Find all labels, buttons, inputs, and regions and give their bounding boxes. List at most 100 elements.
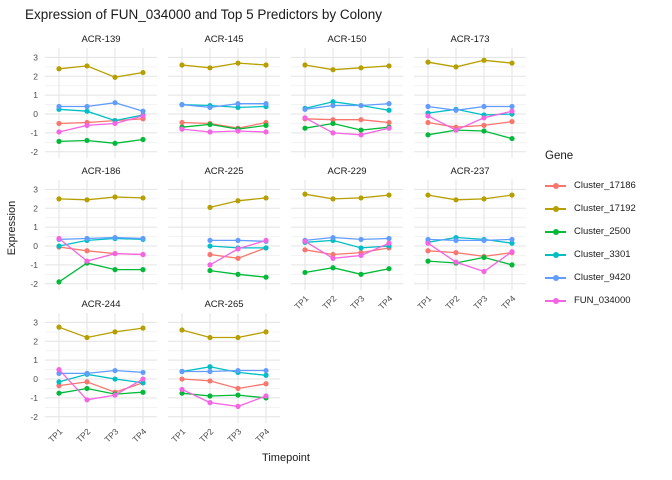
- data-point-Cluster_9420: [302, 106, 308, 112]
- x-tick-label: TP1: [169, 426, 187, 444]
- series-line-Cluster_9420: [304, 103, 390, 110]
- data-point-Cluster_17192: [140, 325, 146, 331]
- data-point-Cluster_17192: [302, 62, 308, 68]
- data-point-Cluster_17192: [481, 57, 487, 63]
- data-point-FUN_034000: [84, 397, 90, 403]
- data-point-Cluster_2500: [330, 265, 336, 271]
- x-tick-label: TP2: [74, 426, 92, 444]
- data-point-Cluster_2500: [481, 128, 487, 134]
- facet-ACR-229: ACR-229 TP1 TP2 TP3 TP4: [291, 166, 403, 311]
- data-point-Cluster_2500: [207, 393, 213, 399]
- data-point-Cluster_2500: [358, 271, 364, 277]
- series-line-Cluster_17192: [304, 193, 390, 200]
- y-tick-label: 2: [33, 71, 38, 81]
- data-point-FUN_034000: [509, 108, 515, 114]
- y-tick-label: 2: [33, 203, 38, 213]
- facet-title: ACR-229: [327, 166, 366, 177]
- data-point-Cluster_17186: [207, 378, 213, 384]
- data-point-Cluster_17192: [56, 66, 62, 72]
- y-tick-label: 3: [33, 184, 38, 194]
- series-line-Cluster_2500: [181, 392, 267, 399]
- series-line-FUN_034000: [58, 237, 144, 262]
- data-point-Cluster_9420: [140, 235, 146, 242]
- series-line-Cluster_3301: [181, 366, 267, 376]
- data-point-FUN_034000: [263, 129, 269, 135]
- data-point-Cluster_2500: [509, 135, 515, 142]
- data-point-Cluster_17192: [425, 59, 431, 65]
- data-point-FUN_034000: [56, 129, 62, 135]
- data-point-FUN_034000: [358, 252, 364, 259]
- data-point-FUN_034000: [112, 392, 118, 398]
- data-point-Cluster_2500: [140, 136, 146, 143]
- y-tick-label: 0: [33, 109, 38, 119]
- data-point-Cluster_9420: [453, 107, 459, 113]
- data-point-Cluster_17192: [263, 195, 269, 201]
- data-point-FUN_034000: [358, 132, 364, 138]
- data-point-FUN_034000: [509, 249, 515, 255]
- data-point-Cluster_17186: [179, 119, 185, 126]
- data-point-FUN_034000: [481, 115, 487, 121]
- data-point-Cluster_2500: [263, 122, 269, 128]
- y-tick-label: -2: [30, 279, 38, 289]
- data-point-Cluster_9420: [84, 235, 90, 242]
- data-point-Cluster_17186: [207, 251, 213, 258]
- series-line-Cluster_9420: [304, 236, 390, 242]
- data-point-Cluster_2500: [235, 392, 241, 398]
- facet-ACR-145: ACR-145: [168, 34, 280, 158]
- data-point-Cluster_17186: [302, 247, 308, 253]
- data-point-Cluster_9420: [509, 103, 515, 110]
- legend-label: FUN_034000: [574, 295, 631, 306]
- data-point-Cluster_17186: [358, 117, 364, 123]
- series-line-Cluster_3301: [304, 101, 390, 111]
- x-axis-title: Timepoint: [262, 452, 310, 464]
- y-tick-label: 3: [33, 52, 38, 62]
- facet-title: ACR-265: [204, 299, 243, 310]
- facet-ACR-186: ACR-186 3 2 1 0 -1 -2: [30, 166, 157, 290]
- y-tick-label: 1: [33, 222, 38, 232]
- data-point-Cluster_17192: [140, 69, 146, 76]
- data-point-Cluster_17186: [84, 379, 90, 385]
- data-point-Cluster_9420: [112, 367, 118, 374]
- data-point-FUN_034000: [235, 403, 241, 409]
- data-point-Cluster_17186: [84, 248, 90, 254]
- data-point-Cluster_17186: [330, 251, 336, 258]
- facet-ACR-150: ACR-150: [291, 34, 403, 158]
- data-point-Cluster_9420: [425, 103, 431, 110]
- data-point-Cluster_17192: [112, 329, 118, 335]
- series-line-FUN_034000: [304, 240, 390, 259]
- data-point-FUN_034000: [140, 376, 146, 382]
- data-point-Cluster_17192: [330, 67, 336, 73]
- data-point-Cluster_9420: [84, 103, 90, 110]
- data-point-Cluster_3301: [207, 243, 213, 249]
- data-point-FUN_034000: [453, 127, 459, 133]
- series-line-Cluster_3301: [58, 108, 144, 122]
- data-point-Cluster_9420: [56, 103, 62, 110]
- data-point-Cluster_17186: [235, 255, 241, 261]
- legend-label: Cluster_17192: [574, 203, 636, 214]
- data-point-Cluster_2500: [140, 267, 146, 273]
- legend-label: Cluster_9420: [574, 272, 631, 283]
- series-line-Cluster_3301: [304, 239, 390, 249]
- series-line-Cluster_17186: [304, 118, 390, 124]
- data-point-FUN_034000: [263, 237, 269, 243]
- y-tick-label: -2: [30, 147, 38, 157]
- data-point-Cluster_17192: [453, 64, 459, 70]
- y-tick-label: -1: [30, 128, 38, 138]
- series-line-Cluster_9420: [427, 105, 512, 111]
- data-point-FUN_034000: [425, 240, 431, 246]
- series-line-Cluster_2500: [304, 267, 390, 275]
- data-point-Cluster_17192: [112, 194, 118, 200]
- facet-title: ACR-244: [81, 299, 120, 310]
- data-point-Cluster_17192: [302, 191, 308, 197]
- facet-ACR-237: ACR-237 TP1 TP2 TP3 TP4: [414, 166, 526, 311]
- facet-ACR-139: ACR-139 3 2 1 0 -1 -2: [30, 34, 157, 158]
- data-point-Cluster_9420: [330, 102, 336, 109]
- data-point-Cluster_2500: [425, 258, 431, 264]
- data-point-FUN_034000: [140, 251, 146, 258]
- data-point-Cluster_9420: [207, 368, 213, 375]
- series-line-FUN_034000: [427, 242, 513, 273]
- series-line-Cluster_17192: [58, 196, 144, 201]
- series-line-Cluster_17192: [304, 64, 390, 71]
- series-line-FUN_034000: [58, 115, 144, 133]
- data-point-Cluster_17192: [358, 65, 364, 71]
